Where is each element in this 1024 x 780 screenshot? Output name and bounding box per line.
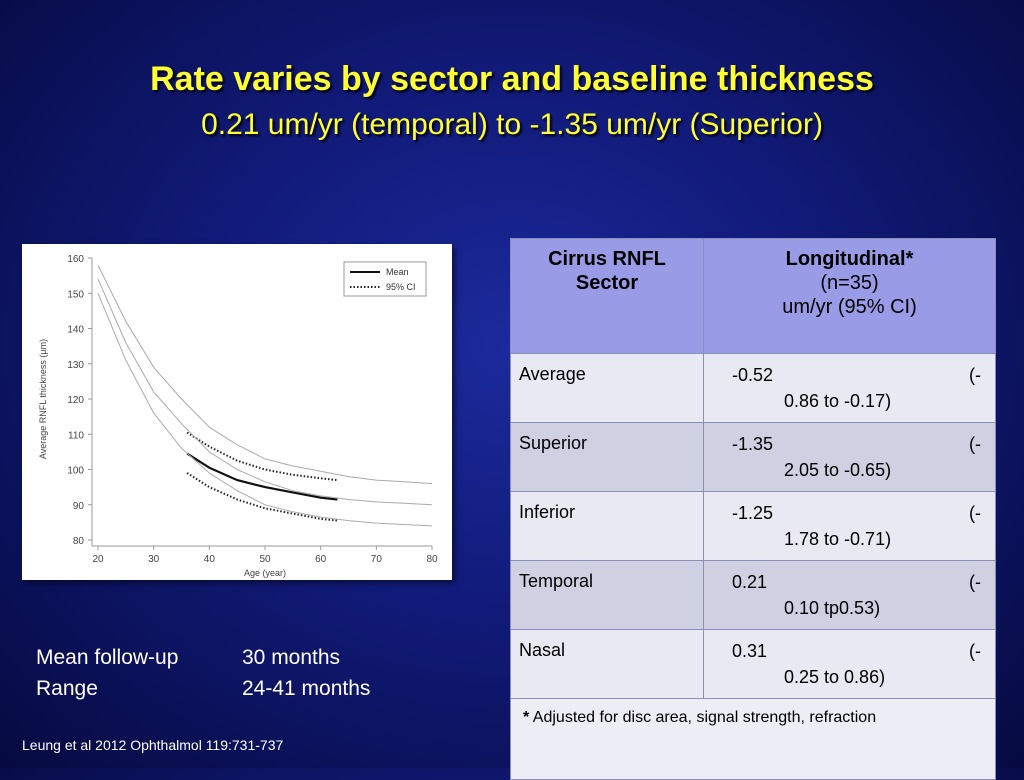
ci-range: 0.86 to -0.17) [784,391,892,411]
ci-range: 0.10 tp0.53) [784,598,881,618]
footnote-star: * [523,709,530,726]
chart-svg: 80 90 100 110 120 130 140 150 160 20 30 40 50 60 70 80 A… [38,254,438,578]
ci-range: 1.78 to -0.71) [784,529,892,549]
ci-range: 2.05 to -0.65) [784,460,892,480]
table-row: Superior -1.35 (- 2.05 to -0.65) [510,422,996,492]
followup-info: Mean follow-up 30 months Range 24-41 month… [36,642,370,704]
sector-cell: Average [510,353,704,423]
legend-mean-label: Mean [386,267,409,277]
ci-open: (- [969,572,981,592]
rate-value: -1.25 [732,503,774,523]
ci-open: (- [969,434,981,454]
legend-box [343,261,427,297]
citation: Leung et al 2012 Ophthalmol 119:731-737 [22,737,284,753]
series-line-3 [97,264,433,485]
table-row: Inferior -1.25 (- 1.78 to -0.71) [510,491,996,561]
header-long-units: um/yr (95% CI) [782,296,917,318]
range-label: Range [36,677,98,700]
mean-followup-label: Mean follow-up [36,646,179,669]
rnfl-rate-table: Cirrus RNFL Sector Longitudinal* (n=35) … [510,238,996,780]
value-cell: -0.52 (- 0.86 to -0.17) [703,353,996,423]
y-tick-label: 110 [68,430,84,441]
footnote-cell: * Adjusted for disc area, signal strengt… [510,698,996,780]
header-sector-line1: Cirrus RNFL [548,248,666,270]
y-tick-label: 160 [67,254,84,265]
ci-open: (- [969,503,981,523]
x-tick-label: 80 [426,554,438,565]
sector-cell: Nasal [510,629,704,699]
value-cell: -1.25 (- 1.78 to -0.71) [703,491,996,561]
rate-value: -1.35 [732,434,774,454]
mean-followup-value: 30 months [242,646,341,669]
rnfl-age-chart: 80 90 100 110 120 130 140 150 160 20 30 40 50 60 70 80 A… [22,244,452,580]
y-tick-label: 130 [67,360,84,371]
value-cell: 0.21 (- 0.10 tp0.53) [703,560,996,630]
x-tick-label: 30 [148,554,160,565]
slide-title: Rate varies by sector and baseline thick… [150,60,874,98]
table-row: Nasal 0.31 (- 0.25 to 0.86) [510,629,996,699]
x-tick-label: 40 [204,554,216,565]
range-value: 24-41 months [242,677,371,700]
footnote-row: * Adjusted for disc area, signal strengt… [510,698,996,780]
table-row: Temporal 0.21 (- 0.10 tp0.53) [510,560,996,630]
x-tick-label: 50 [259,554,271,565]
sector-cell: Temporal [510,560,704,630]
series-line-5 [97,293,433,527]
rate-value: 0.21 [732,572,768,592]
y-axis-label: Average RNFL thickness (µm) [38,339,48,459]
header-sector-line2: Sector [575,272,639,294]
ci-range: 0.25 to 0.86) [784,667,886,687]
header-long-n: (n=35) [820,272,879,294]
x-tick-label: 20 [92,554,104,565]
y-tick-label: 150 [67,289,84,300]
sector-cell: Inferior [510,491,704,561]
series-line-0 [186,452,338,501]
value-cell: 0.31 (- 0.25 to 0.86) [703,629,996,699]
x-axis-label: Age (year) [244,568,286,578]
y-tick-label: 80 [73,536,85,547]
slide-subtitle: 0.21 um/yr (temporal) to -1.35 um/yr (Su… [201,108,823,141]
value-cell: -1.35 (- 2.05 to -0.65) [703,422,996,492]
y-tick-label: 100 [67,466,84,477]
header-sector: Cirrus RNFL Sector [510,238,704,354]
header-longitudinal: Longitudinal* (n=35) um/yr (95% CI) [703,238,996,354]
sector-cell: Superior [510,422,704,492]
legend-ci-label: 95% CI [386,282,416,292]
y-tick-label: 140 [67,325,84,336]
y-tick-label: 90 [73,501,85,512]
y-tick-label: 120 [67,395,84,406]
footnote-text: Adjusted for disc area, signal strength,… [532,709,877,726]
series-line-4 [97,278,433,506]
ci-open: (- [969,365,981,385]
table-row: Average -0.52 (- 0.86 to -0.17) [510,353,996,423]
rate-value: 0.31 [732,641,768,661]
x-tick-label: 70 [371,554,383,565]
ci-open: (- [969,641,981,661]
header-long-title: Longitudinal* [785,248,914,270]
rate-value: -0.52 [732,365,774,385]
x-tick-label: 60 [315,554,327,565]
